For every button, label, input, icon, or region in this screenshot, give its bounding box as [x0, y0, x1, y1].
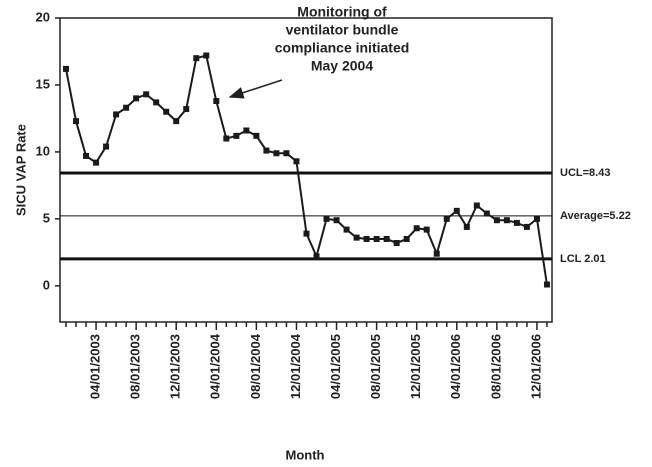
- x-tick-label: 08/01/2005: [368, 334, 383, 399]
- x-tick-label: 12/01/2005: [408, 334, 423, 399]
- data-point: [123, 104, 130, 111]
- data-point: [533, 215, 540, 222]
- x-tick-label: 04/01/2004: [208, 333, 223, 399]
- data-point: [223, 135, 230, 142]
- data-point: [483, 210, 490, 217]
- control-line-label: Average=5.22: [560, 210, 631, 222]
- x-tick-label: 08/01/2006: [488, 334, 503, 399]
- data-point: [63, 65, 69, 72]
- data-point: [433, 250, 440, 257]
- data-point: [423, 226, 430, 233]
- plot-frame: [59, 17, 553, 323]
- data-point: [133, 95, 140, 102]
- x-tick-label: 04/01/2003: [87, 334, 102, 399]
- data-point: [163, 108, 170, 115]
- annotation-arrow: [228, 79, 283, 99]
- data-point: [243, 127, 250, 134]
- data-point: [493, 217, 500, 224]
- data-point: [373, 235, 380, 242]
- series-line: [65, 54, 548, 285]
- annotation: May 2004: [311, 58, 373, 74]
- data-point: [283, 150, 290, 157]
- y-tick-label: 0: [43, 277, 50, 292]
- data-point: [453, 207, 460, 214]
- x-tick-label: 08/01/2003: [128, 334, 143, 399]
- data-point: [73, 118, 80, 125]
- data-point: [343, 226, 350, 233]
- annotation: compliance initiated: [275, 40, 410, 56]
- data-point: [193, 55, 200, 62]
- data-point: [93, 159, 100, 166]
- data-point: [253, 132, 260, 139]
- x-tick-label: 12/01/2006: [528, 334, 543, 399]
- data-point: [403, 235, 410, 242]
- x-tick-label: 12/01/2004: [288, 333, 303, 399]
- data-point: [183, 106, 190, 113]
- annotation: Monitoring of: [297, 4, 387, 20]
- data-point: [143, 91, 150, 98]
- data-point: [83, 152, 90, 159]
- y-axis-label: SICU VAP Rate: [13, 124, 28, 216]
- data-point: [293, 158, 300, 165]
- data-point: [213, 98, 220, 105]
- y-tick-label: 5: [43, 210, 50, 225]
- data-point: [113, 111, 120, 118]
- x-tick-label: 04/01/2005: [328, 334, 343, 399]
- x-tick-label: 12/01/2003: [168, 334, 183, 399]
- data-point: [513, 219, 520, 226]
- data-point: [523, 223, 530, 230]
- data-point: [363, 235, 370, 242]
- data-point: [503, 217, 510, 224]
- data-point: [173, 118, 180, 125]
- data-point: [203, 52, 210, 59]
- data-point: [353, 234, 360, 241]
- data-point: [273, 150, 280, 157]
- annotation: ventilator bundle: [286, 22, 399, 38]
- x-tick-label: 08/01/2004: [248, 333, 263, 399]
- data-point: [103, 143, 110, 150]
- data-point: [473, 202, 480, 209]
- data-point: [383, 235, 390, 242]
- y-tick-label: 15: [36, 76, 50, 91]
- control-line-label: LCL 2.01: [560, 253, 606, 265]
- data-point: [153, 99, 160, 106]
- x-axis-label: Month: [286, 447, 325, 462]
- data-point: [233, 132, 240, 139]
- data-point: [323, 215, 330, 222]
- data-point: [303, 230, 310, 237]
- data-point: [263, 147, 270, 154]
- data-point: [393, 239, 400, 246]
- control-line-label: UCL=8.43: [560, 167, 610, 179]
- data-point: [463, 223, 470, 230]
- data-point: [413, 225, 420, 232]
- data-point: [313, 253, 320, 260]
- data-point: [443, 215, 450, 222]
- data-point: [543, 281, 550, 288]
- x-tick-label: 04/01/2006: [448, 334, 463, 399]
- data-point: [333, 217, 340, 224]
- y-tick-label: 20: [36, 9, 50, 24]
- y-tick-label: 10: [36, 143, 50, 158]
